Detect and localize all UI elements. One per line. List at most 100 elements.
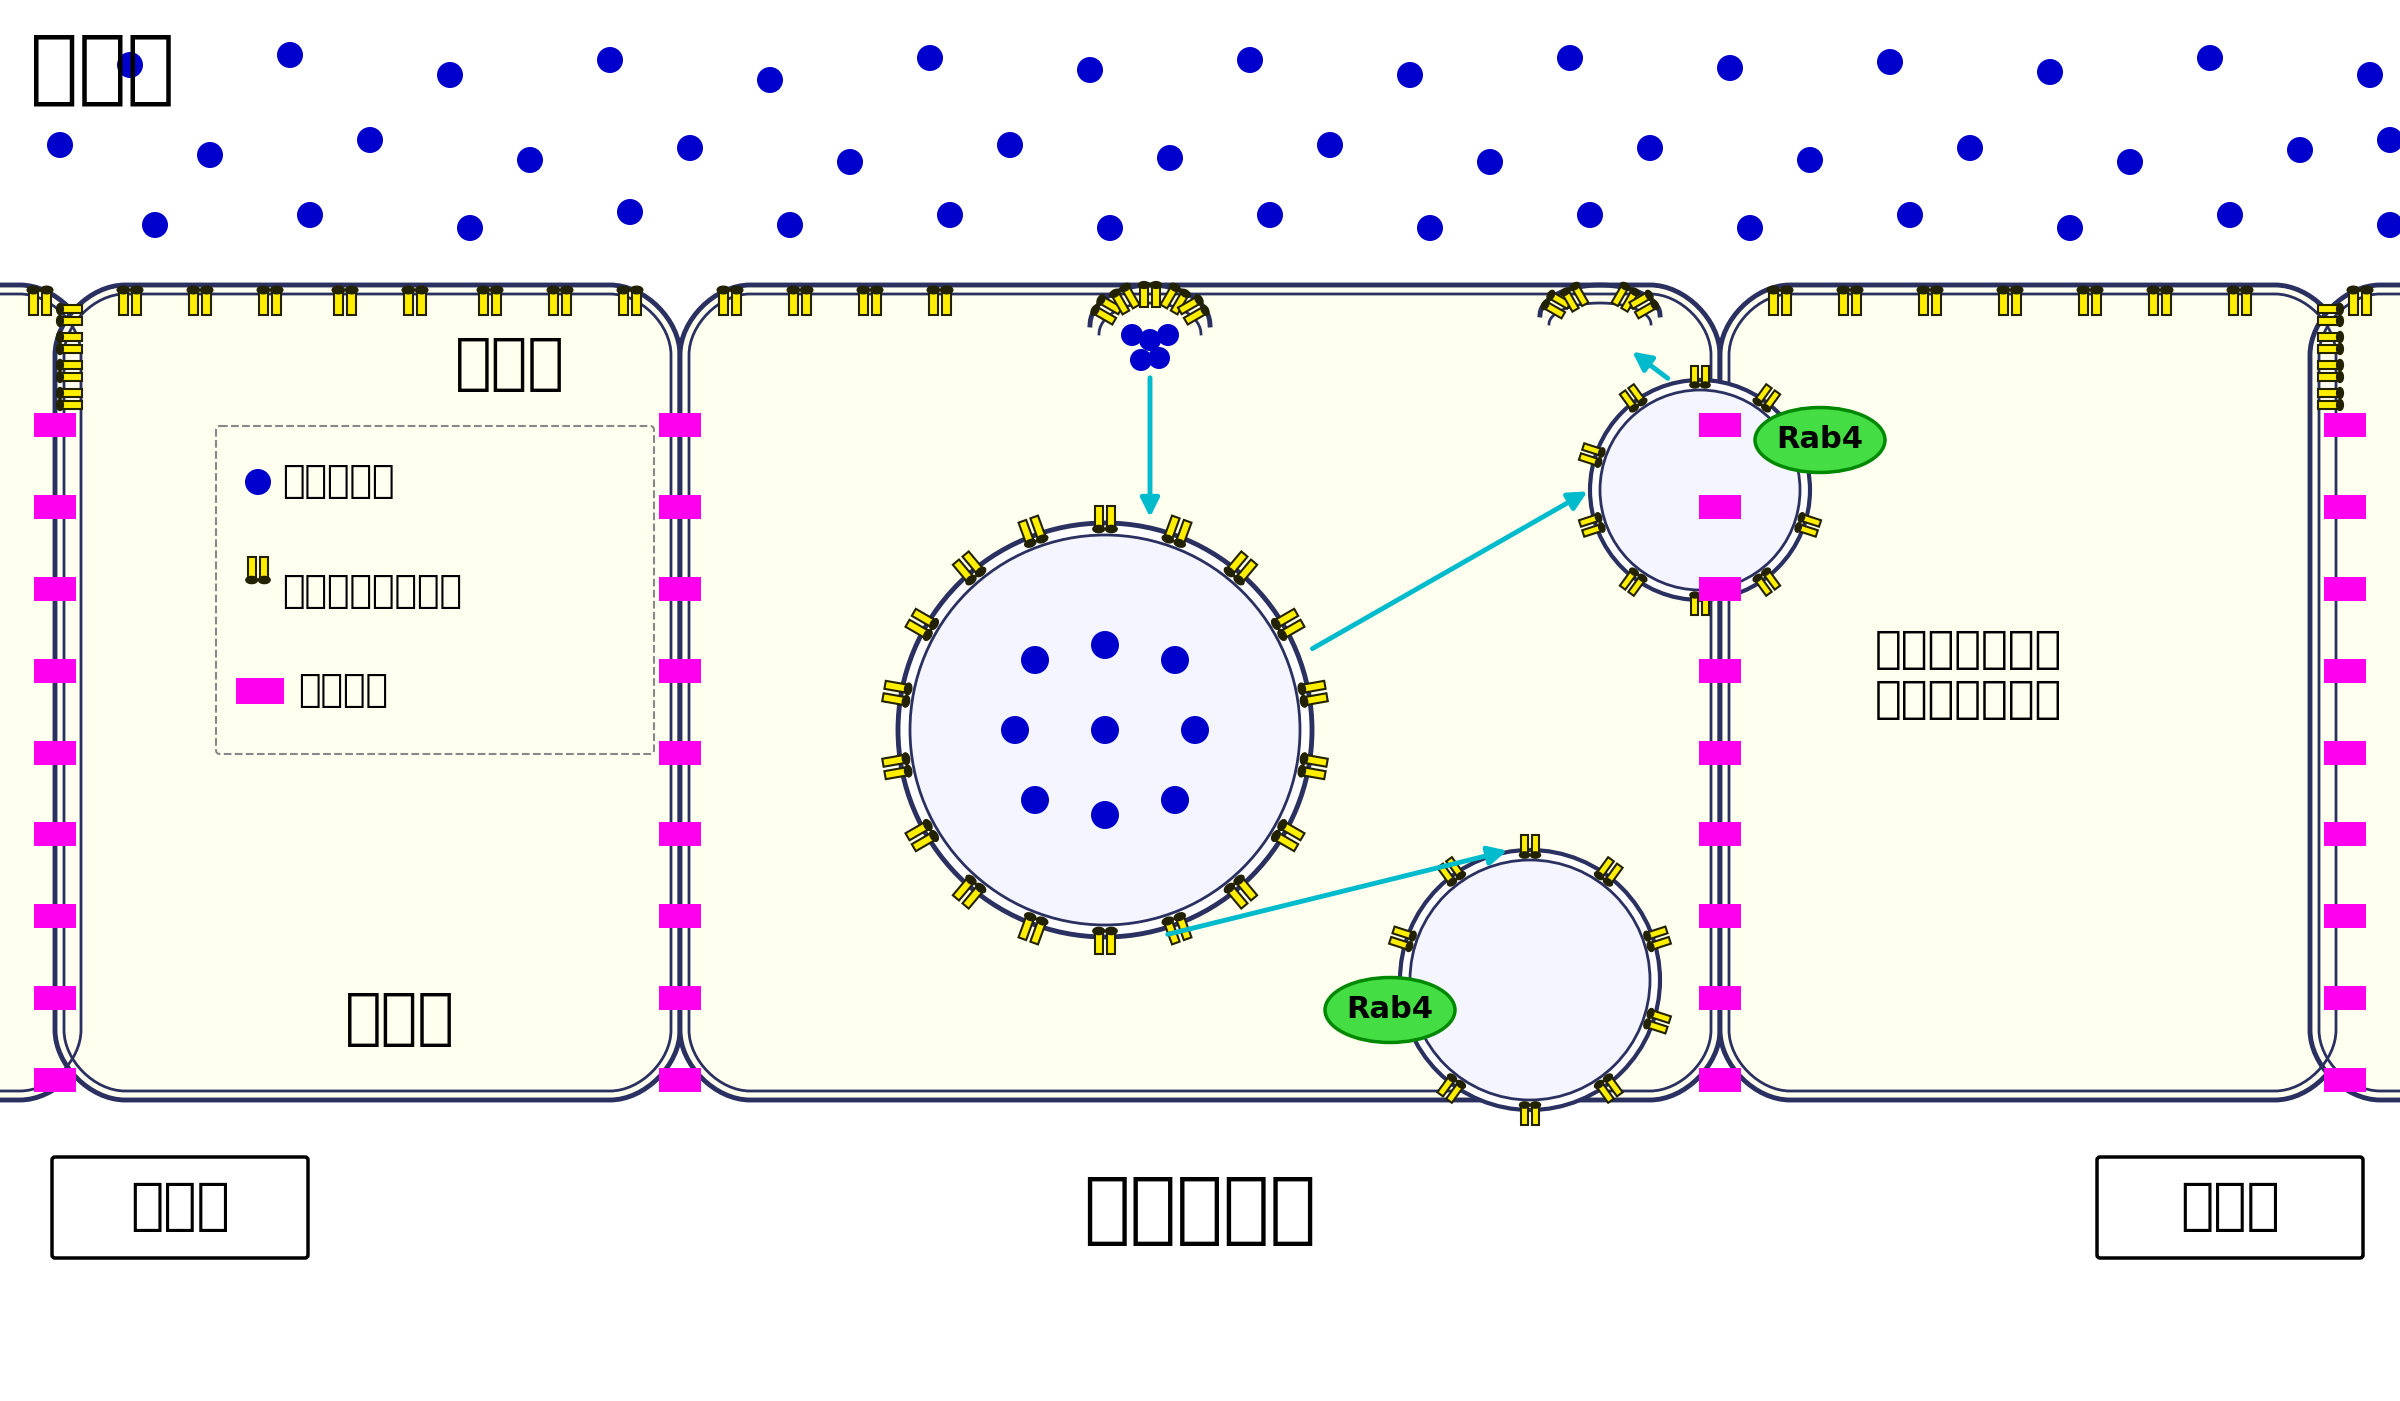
Bar — [60, 373, 82, 381]
Circle shape — [1416, 214, 1442, 241]
Bar — [1226, 885, 1248, 909]
Ellipse shape — [58, 399, 62, 410]
Bar — [1106, 932, 1116, 954]
Bar — [883, 768, 910, 779]
Ellipse shape — [1181, 289, 1190, 297]
Ellipse shape — [1097, 294, 1104, 305]
FancyBboxPatch shape — [34, 1068, 77, 1091]
Ellipse shape — [202, 286, 214, 294]
Ellipse shape — [1596, 513, 1601, 523]
Bar — [1627, 384, 1646, 403]
Bar — [1140, 284, 1147, 307]
Bar — [1236, 877, 1258, 901]
Text: 頂端面: 頂端面 — [346, 991, 456, 1049]
Bar — [1178, 297, 1200, 314]
Text: インスリン受容体: インスリン受容体 — [283, 574, 461, 609]
Bar — [2242, 290, 2251, 315]
FancyBboxPatch shape — [1699, 577, 1740, 601]
Bar — [1018, 915, 1034, 940]
Bar — [802, 290, 811, 315]
Circle shape — [245, 469, 271, 495]
Circle shape — [1147, 347, 1171, 368]
Text: 未成熟: 未成熟 — [130, 1180, 230, 1234]
Text: Rab4: Rab4 — [1346, 996, 1433, 1024]
Ellipse shape — [1234, 576, 1243, 584]
Ellipse shape — [1598, 448, 1606, 457]
Circle shape — [2117, 149, 2143, 175]
FancyBboxPatch shape — [2323, 658, 2366, 682]
Ellipse shape — [1541, 300, 1548, 310]
Bar — [1634, 301, 1656, 318]
Circle shape — [1181, 716, 1210, 744]
FancyBboxPatch shape — [2323, 741, 2366, 765]
Bar — [883, 755, 907, 766]
Ellipse shape — [245, 576, 257, 584]
Ellipse shape — [1644, 1019, 1651, 1028]
Ellipse shape — [617, 286, 629, 294]
Circle shape — [617, 199, 643, 226]
Ellipse shape — [547, 286, 559, 294]
FancyBboxPatch shape — [2323, 1068, 2366, 1091]
Ellipse shape — [130, 286, 144, 294]
Bar — [962, 885, 984, 909]
Circle shape — [1092, 630, 1118, 658]
FancyBboxPatch shape — [2323, 413, 2366, 437]
Ellipse shape — [1519, 852, 1529, 859]
Ellipse shape — [941, 286, 953, 294]
Bar — [1274, 609, 1298, 628]
Circle shape — [2376, 212, 2400, 238]
Circle shape — [358, 127, 384, 153]
Ellipse shape — [974, 567, 986, 577]
Ellipse shape — [802, 286, 814, 294]
Bar — [1183, 307, 1207, 325]
Bar — [1606, 863, 1622, 884]
Ellipse shape — [1457, 871, 1466, 880]
Ellipse shape — [346, 286, 358, 294]
Ellipse shape — [1200, 305, 1210, 315]
Ellipse shape — [1025, 913, 1037, 920]
Ellipse shape — [1630, 289, 1639, 296]
Ellipse shape — [271, 286, 283, 294]
Ellipse shape — [1639, 574, 1646, 581]
Circle shape — [1121, 324, 1142, 346]
Bar — [1522, 835, 1529, 855]
Bar — [883, 693, 907, 705]
Ellipse shape — [1195, 294, 1202, 305]
Ellipse shape — [1409, 932, 1416, 941]
Bar — [190, 290, 197, 315]
Circle shape — [996, 132, 1022, 158]
Ellipse shape — [1298, 684, 1306, 695]
Bar — [790, 290, 797, 315]
Bar — [1092, 307, 1116, 325]
Ellipse shape — [1037, 535, 1049, 544]
FancyBboxPatch shape — [235, 678, 283, 703]
Text: Rab4: Rab4 — [1776, 426, 1862, 454]
Ellipse shape — [2338, 343, 2342, 354]
Bar — [418, 290, 425, 315]
Circle shape — [1020, 786, 1049, 814]
Ellipse shape — [1025, 539, 1037, 548]
Ellipse shape — [2338, 360, 2342, 371]
Ellipse shape — [1560, 289, 1570, 296]
Circle shape — [2057, 214, 2083, 241]
Ellipse shape — [1092, 305, 1099, 315]
Bar — [2011, 290, 2021, 315]
Bar — [1094, 932, 1102, 954]
Bar — [1579, 514, 1598, 527]
Bar — [60, 333, 82, 340]
FancyBboxPatch shape — [34, 577, 77, 601]
Ellipse shape — [2362, 286, 2374, 294]
Circle shape — [898, 523, 1313, 937]
Ellipse shape — [1918, 286, 1930, 294]
Ellipse shape — [1690, 382, 1699, 388]
Bar — [550, 290, 557, 315]
Ellipse shape — [1272, 619, 1279, 629]
Ellipse shape — [965, 576, 977, 584]
Bar — [1838, 290, 1848, 315]
Ellipse shape — [1690, 593, 1699, 598]
Bar — [1274, 832, 1298, 852]
Bar — [1692, 595, 1699, 615]
FancyBboxPatch shape — [2323, 986, 2366, 1010]
Bar — [1764, 570, 1781, 590]
Bar — [1030, 516, 1046, 541]
